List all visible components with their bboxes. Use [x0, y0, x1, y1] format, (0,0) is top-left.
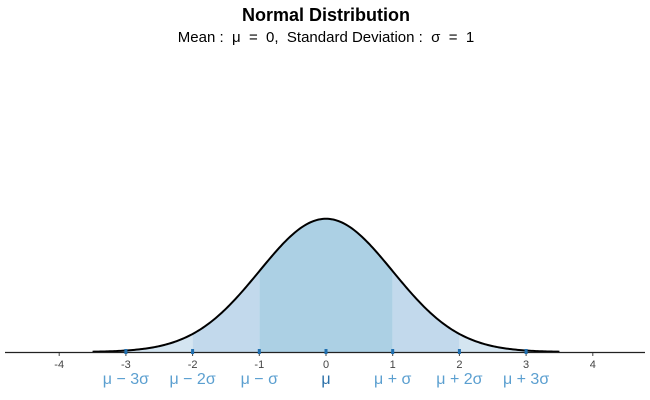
- x-tick-label: 3: [523, 359, 529, 371]
- sigma-label: μ + 3σ: [503, 371, 549, 388]
- x-tick-label: 0: [323, 359, 329, 371]
- x-tick-label: -4: [54, 359, 64, 371]
- sigma-marker: [391, 349, 395, 354]
- sigma-label: μ − 2σ: [169, 371, 215, 388]
- sigma-marker: [191, 349, 195, 354]
- x-tick-label: -2: [188, 359, 198, 371]
- sigma-label: μ − σ: [241, 371, 278, 388]
- chart-title: Normal Distribution: [242, 5, 410, 25]
- shaded-band: [459, 333, 527, 352]
- sigma-label: μ: [321, 371, 330, 388]
- x-tick-label: -3: [121, 359, 131, 371]
- x-tick-label: 2: [456, 359, 462, 371]
- sigma-label: μ + 2σ: [436, 371, 482, 388]
- sigma-marker: [524, 349, 528, 354]
- shaded-band: [125, 333, 193, 352]
- sigma-marker: [124, 349, 128, 354]
- x-tick-label: 4: [590, 359, 596, 371]
- chart-subtitle: Mean : μ = 0, Standard Deviation : σ = 1: [178, 29, 474, 46]
- sigma-label: μ − 3σ: [103, 371, 149, 388]
- x-tick-label: 1: [390, 359, 396, 371]
- sigma-marker: [457, 349, 461, 354]
- sigma-marker: [257, 349, 261, 354]
- shaded-band: [259, 218, 393, 352]
- sigma-marker: [324, 349, 328, 354]
- x-tick-label: -1: [254, 359, 264, 371]
- sigma-label: μ + σ: [374, 371, 411, 388]
- density-curve: [92, 217, 560, 353]
